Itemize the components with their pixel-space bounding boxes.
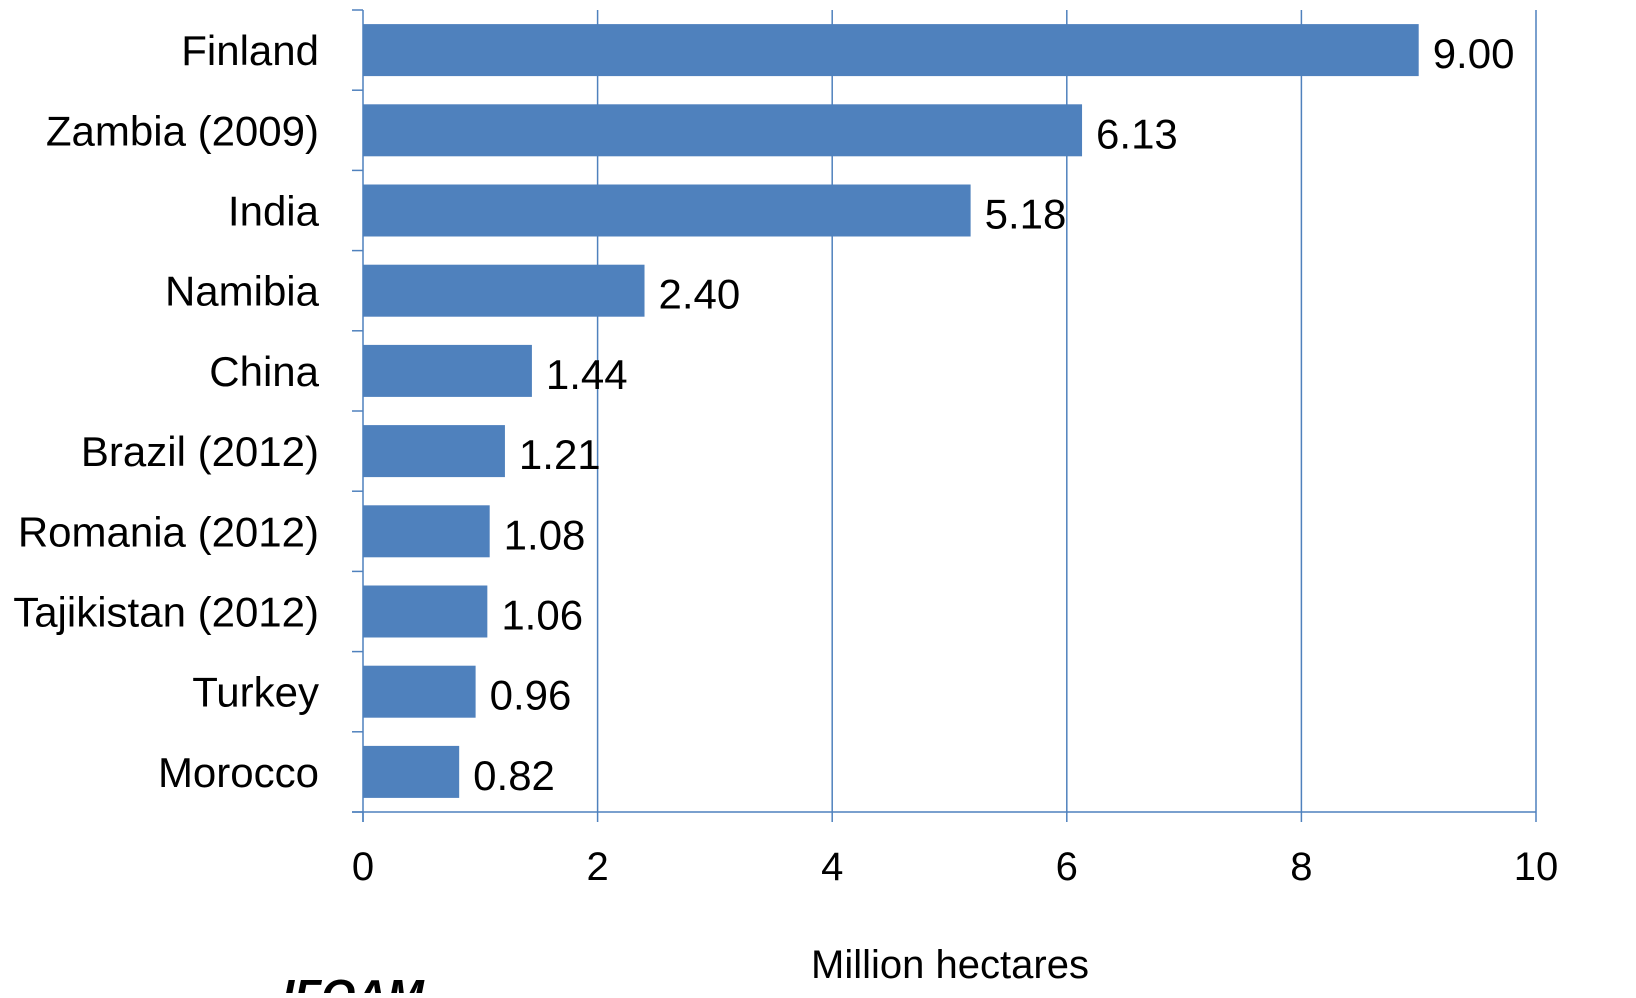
bars xyxy=(363,24,1419,798)
category-label: Finland xyxy=(181,27,319,74)
category-label: Turkey xyxy=(192,669,319,716)
bar xyxy=(363,585,488,638)
x-tick-label: 8 xyxy=(1290,845,1312,889)
data-label: 6.13 xyxy=(1096,110,1178,157)
data-label: 5.18 xyxy=(985,191,1067,238)
logo-text: IFOAM xyxy=(282,971,425,993)
bar xyxy=(363,24,1419,77)
bar xyxy=(363,264,645,317)
bar xyxy=(363,184,971,237)
x-tick-label: 10 xyxy=(1514,845,1559,889)
category-label: India xyxy=(228,188,320,235)
category-label: Namibia xyxy=(165,268,320,315)
x-axis-title: Million hectares xyxy=(811,943,1089,987)
x-tick-label: 2 xyxy=(586,845,608,889)
bar xyxy=(363,425,505,478)
category-label: China xyxy=(209,348,319,395)
bar xyxy=(363,745,460,798)
data-label: 1.08 xyxy=(504,511,586,558)
category-label: Zambia (2009) xyxy=(46,107,319,154)
data-label: 1.44 xyxy=(546,351,628,398)
data-label: 1.21 xyxy=(519,431,601,478)
data-label: 1.06 xyxy=(501,592,583,639)
bar xyxy=(363,505,490,558)
x-tick-label: 4 xyxy=(821,845,843,889)
x-tick-label: 6 xyxy=(1056,845,1078,889)
category-label: Tajikistan (2012) xyxy=(13,589,319,636)
bar xyxy=(363,104,1083,157)
category-label: Romania (2012) xyxy=(18,508,319,555)
bar xyxy=(363,344,532,397)
category-label: Brazil (2012) xyxy=(81,428,319,475)
data-label: 9.00 xyxy=(1433,30,1515,77)
bar xyxy=(363,665,476,718)
data-label: 2.40 xyxy=(659,271,741,318)
data-label: 0.82 xyxy=(473,752,555,799)
axes xyxy=(352,9,1537,822)
labels: 0 2 4 6 8 10 Finland 9.00 Zambia (2009) 6.13 India… xyxy=(13,27,1558,889)
x-tick-label: 0 xyxy=(352,845,374,889)
data-label: 0.96 xyxy=(490,672,572,719)
ifoam-logo: IFOAM xyxy=(282,971,425,998)
category-label: Morocco xyxy=(158,749,319,796)
